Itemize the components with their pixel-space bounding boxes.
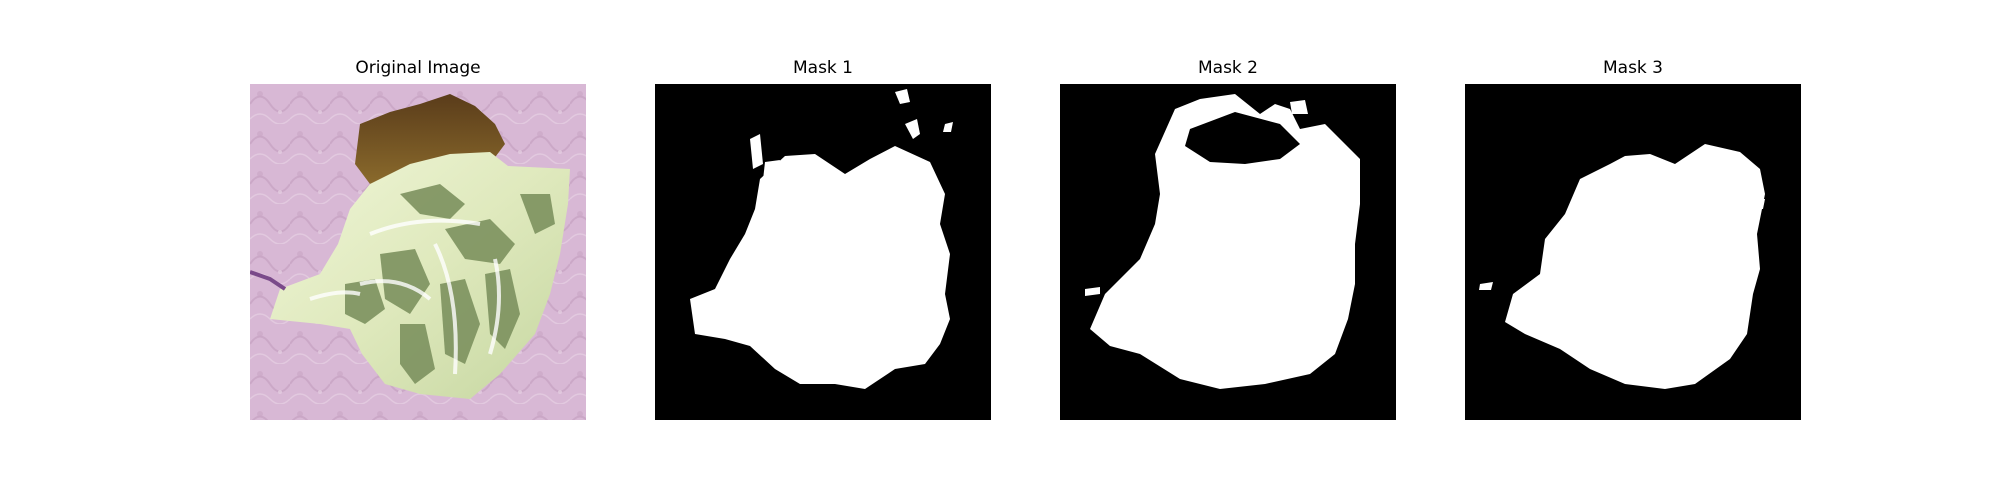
mask-3-foreground — [1479, 144, 1765, 389]
original-image — [250, 84, 586, 420]
mask-3 — [1465, 84, 1801, 420]
mask-1-foreground — [690, 89, 953, 389]
mask-3-svg — [1465, 84, 1801, 420]
leaf-veins — [345, 184, 555, 384]
leaf-stem — [250, 270, 287, 291]
mask-1-title: Mask 1 — [792, 58, 853, 78]
mask-2-title: Mask 2 — [1197, 58, 1258, 78]
mask-1-svg — [655, 84, 991, 420]
mask-2-foreground — [1085, 94, 1360, 389]
original-image-title: Original Image — [355, 58, 481, 78]
leaf-highlights — [309, 218, 501, 375]
mask-3-title: Mask 3 — [1602, 58, 1663, 78]
mask-2 — [1060, 84, 1396, 420]
mask-2-svg — [1060, 84, 1396, 420]
mask-1 — [655, 84, 991, 420]
original-image-svg — [250, 84, 586, 420]
